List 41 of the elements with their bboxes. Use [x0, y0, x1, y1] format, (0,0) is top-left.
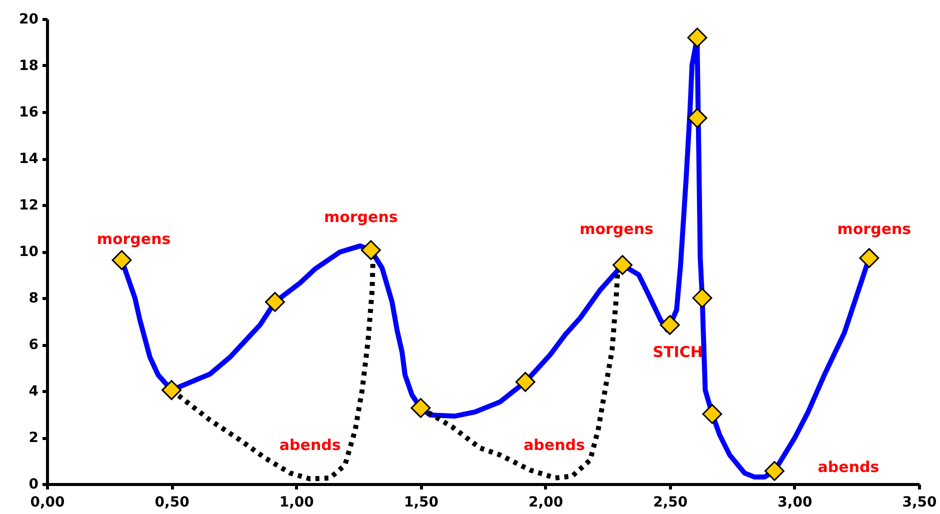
point	[692, 288, 712, 308]
y-tick-label: 16	[19, 104, 38, 120]
point	[515, 372, 536, 392]
y-tick-label: 10	[19, 244, 39, 260]
x-tick-label: 2,00	[528, 494, 564, 510]
y-tick-label: 4	[28, 384, 39, 400]
x-tick-label: 0,50	[154, 494, 190, 510]
y-tick-label: 18	[19, 58, 38, 74]
point	[264, 292, 285, 312]
y-tick-label: 14	[19, 151, 39, 167]
x-tick-label: 0,00	[30, 494, 66, 510]
point	[764, 461, 784, 481]
y-tick-label: 6	[28, 337, 38, 353]
x-tick-label: 3,50	[902, 494, 938, 510]
y-tick-label: 0	[28, 476, 39, 492]
x-tick-label: 2,50	[653, 494, 688, 510]
x-tick-label: 3,00	[778, 494, 812, 510]
point	[702, 404, 722, 424]
y-tick-label: 8	[28, 290, 38, 306]
annotation: morgens	[96, 230, 171, 248]
point	[660, 315, 680, 335]
point	[410, 398, 431, 418]
y-tick-label: 2	[28, 430, 38, 446]
point	[859, 248, 880, 268]
annotation: morgens	[837, 220, 912, 238]
y-tick-label: 20	[19, 12, 39, 28]
point	[162, 380, 182, 400]
point	[687, 28, 708, 48]
annotation: morgens	[324, 208, 398, 226]
point	[612, 255, 632, 275]
annotation: abends	[818, 458, 880, 476]
annotation: abends	[524, 436, 586, 454]
point	[687, 108, 708, 128]
y-tick-label: 12	[19, 198, 38, 214]
annotation: abends	[279, 436, 341, 454]
annotation: STICH	[652, 342, 703, 361]
point	[112, 250, 132, 270]
point	[360, 240, 381, 260]
x-tick-label: 1,50	[404, 494, 439, 510]
annotation: morgens	[580, 220, 654, 238]
x-tick-label: 1,00	[279, 494, 314, 510]
